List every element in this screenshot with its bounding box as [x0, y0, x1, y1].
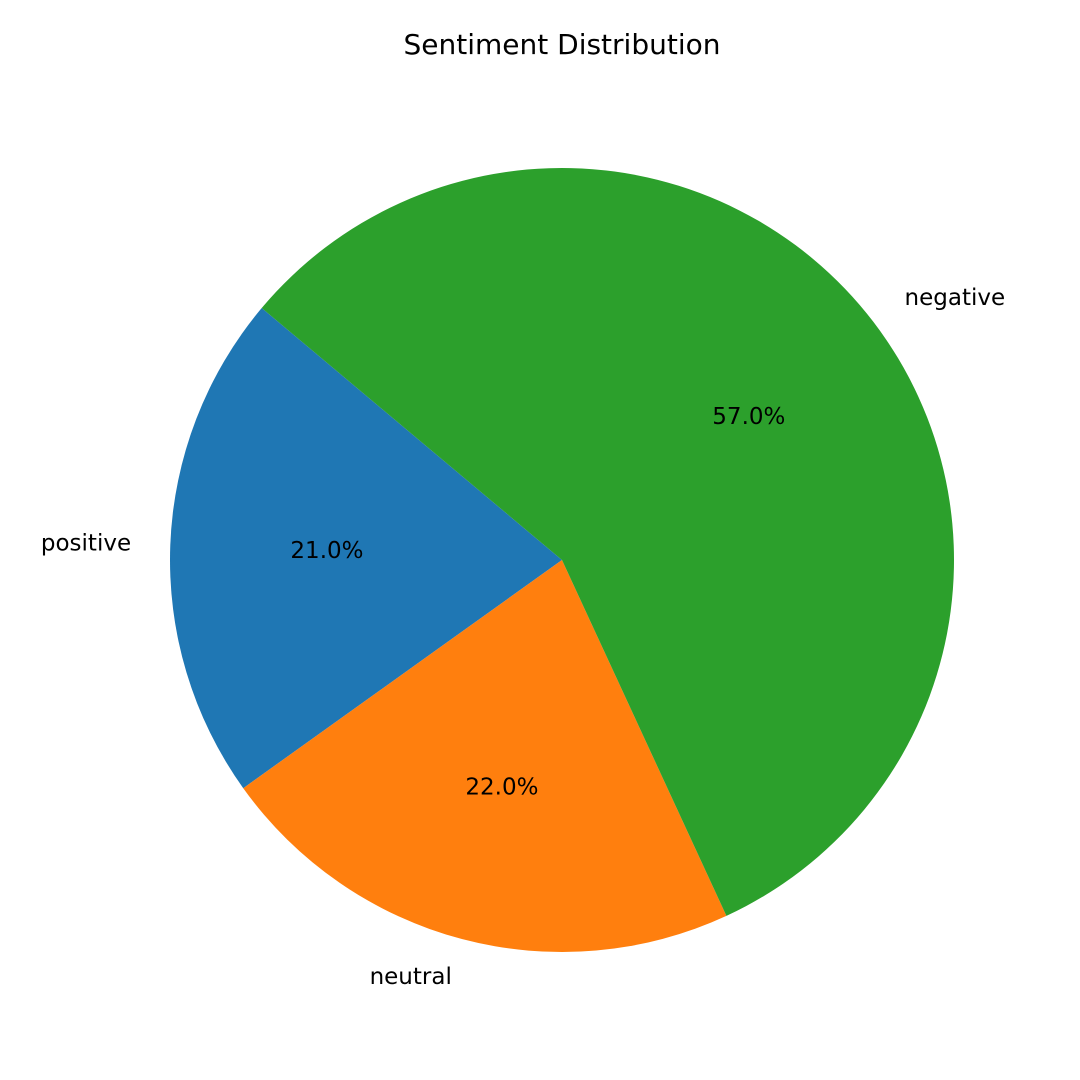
percent-label-neutral: 22.0%: [465, 774, 538, 800]
chart-title: Sentiment Distribution: [404, 28, 721, 61]
percent-label-negative: 57.0%: [712, 404, 785, 430]
slice-label-neutral: neutral: [370, 964, 452, 990]
pie-slices: [170, 167, 955, 952]
slice-label-negative: negative: [905, 285, 1006, 311]
pie-slice-positive: [170, 308, 562, 789]
pie-labels: positive 21.0% neutral 22.0% negative 57.0%: [41, 285, 1005, 990]
pie-slice-neutral: [243, 560, 727, 952]
percent-label-positive: 21.0%: [290, 538, 363, 564]
slice-label-positive: positive: [41, 530, 131, 556]
pie-slice-negative: [261, 167, 955, 916]
